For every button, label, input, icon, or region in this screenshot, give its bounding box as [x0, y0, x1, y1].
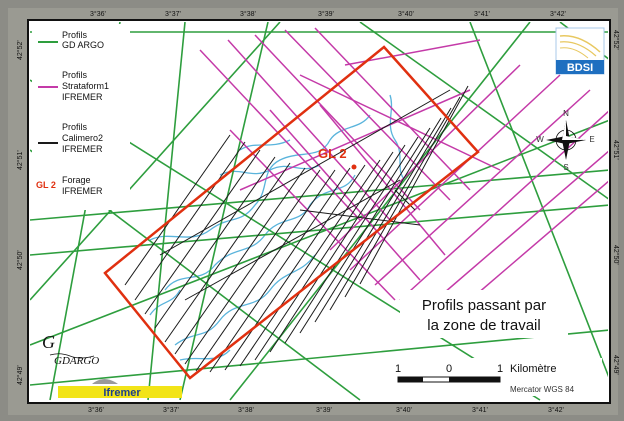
bottom-tick: 3°42'	[548, 406, 564, 414]
compass-east-label: E	[589, 135, 594, 144]
legend-label: Profils	[62, 30, 88, 40]
calimero-profiles	[124, 85, 469, 373]
legend-label: IFREMER	[62, 144, 103, 154]
legend-label: GD ARGO	[62, 40, 104, 50]
legend-swatch-forage: GL 2	[36, 180, 56, 190]
map-content: GL 2	[30, 22, 608, 401]
top-tick: 3°40'	[398, 10, 414, 18]
left-ticks: 42°52' 42°51' 42°50' 42°49'	[16, 40, 24, 385]
work-zone-outline	[103, 45, 480, 380]
legend-label: Strataform1	[62, 81, 109, 91]
legend-label: Calimero2	[62, 133, 103, 143]
compass-south-label: S	[563, 163, 568, 172]
gdargo-logo-text: GDARGO	[54, 355, 99, 367]
forage-point	[351, 164, 357, 170]
right-ticks: 42°52' 42°51' 42°50' 42°49'	[612, 30, 620, 375]
compass-west-label: W	[536, 135, 544, 144]
legend: Profils GD ARGO Profils Strataform1 IFRE…	[32, 24, 130, 210]
info-box-line2: la zone de travail	[427, 317, 540, 334]
legend-label: Profils	[62, 122, 88, 132]
top-tick: 3°39'	[318, 10, 334, 18]
ifremer-logo: Ifremer	[58, 379, 182, 399]
top-tick: 3°36'	[90, 10, 106, 18]
right-tick: 42°52'	[612, 30, 620, 50]
left-tick: 42°52'	[16, 40, 24, 60]
compass-icon: N S E W	[536, 109, 594, 172]
right-tick: 42°51'	[612, 140, 620, 160]
gdargo-logo: G GDARGO	[42, 332, 99, 367]
bdsi-logo-text: BDSI	[567, 62, 593, 74]
top-ticks: 3°36' 3°37' 3°38' 3°39' 3°40' 3°41' 3°42…	[90, 10, 566, 18]
bottom-tick: 3°38'	[238, 406, 254, 414]
scale-unit-label: Kilomètre	[510, 363, 556, 375]
bottom-tick: 3°39'	[316, 406, 332, 414]
scale-right-label: 1	[497, 363, 503, 375]
right-tick: 42°49'	[612, 355, 620, 375]
bottom-ticks: 3°36' 3°37' 3°38' 3°39' 3°40' 3°41' 3°42…	[88, 406, 564, 414]
top-tick: 3°37'	[165, 10, 181, 18]
info-box-background	[400, 290, 568, 338]
gdargo-logo-g: G	[42, 332, 55, 352]
bottom-tick: 3°41'	[472, 406, 488, 414]
ifremer-logo-band	[58, 386, 182, 398]
legend-label: IFREMER	[62, 92, 103, 102]
legend-background	[32, 24, 130, 210]
legend-label: Profils	[62, 70, 88, 80]
top-tick: 3°42'	[550, 10, 566, 18]
top-tick: 3°38'	[240, 10, 256, 18]
scale-left-label: 1	[395, 363, 401, 375]
scale-mid-label: 0	[446, 363, 452, 375]
bottom-tick: 3°40'	[396, 406, 412, 414]
bdsi-logo: BDSI	[555, 27, 605, 75]
left-tick: 42°50'	[16, 250, 24, 270]
left-tick: 42°51'	[16, 150, 24, 170]
info-box: Profils passant par la zone de travail	[400, 290, 568, 338]
bottom-tick: 3°36'	[88, 406, 104, 414]
top-tick: 3°41'	[474, 10, 490, 18]
scale-bar: 1 0 1 Kilomètre Mercator WGS 84	[390, 358, 602, 396]
right-tick: 42°50'	[612, 245, 620, 265]
projection-label: Mercator WGS 84	[510, 385, 575, 394]
legend-label: Forage	[62, 175, 91, 185]
ifremer-logo-text: Ifremer	[103, 387, 141, 399]
compass-north-label: N	[563, 109, 569, 118]
bottom-tick: 3°37'	[163, 406, 179, 414]
bdsi-logo-band	[556, 60, 604, 74]
legend-label: IFREMER	[62, 186, 103, 196]
work-zone-label: GL 2	[318, 146, 347, 161]
left-tick: 42°49'	[16, 365, 24, 385]
info-box-line1: Profils passant par	[422, 297, 546, 314]
